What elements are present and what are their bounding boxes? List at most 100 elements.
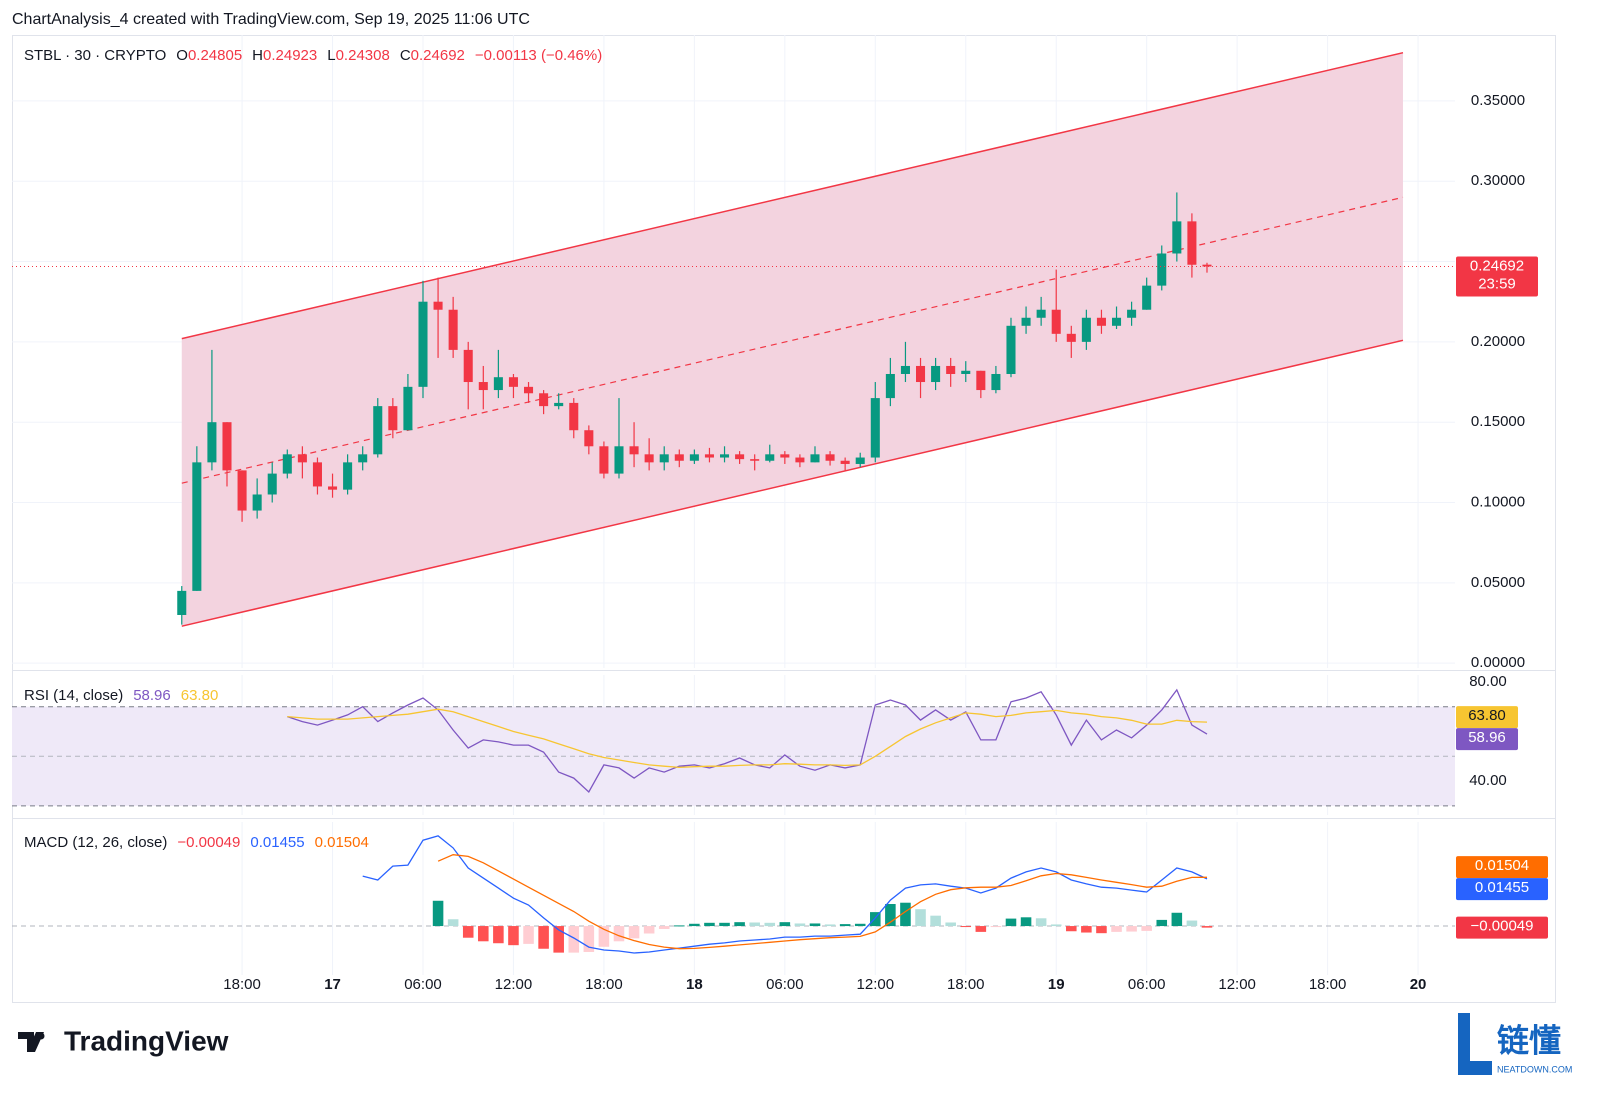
histogram-bar	[704, 922, 715, 927]
histogram-bar	[990, 926, 1002, 928]
y-tick-label: 0.30000	[1471, 172, 1525, 189]
x-tick-label: 06:00	[766, 976, 804, 993]
legend: MACD (12, 26, close) −0.00049 0.01455 0.015…	[24, 834, 369, 851]
brand: 链懂 NEATDOWN.COM	[1458, 1013, 1572, 1075]
histogram-bar	[598, 926, 610, 947]
ohlc-label: H	[252, 47, 263, 64]
histogram-bar	[1050, 924, 1062, 927]
indicator-line	[287, 708, 1208, 769]
candle-body	[810, 454, 820, 463]
candle-body	[629, 446, 639, 455]
channel-fill	[181, 52, 1403, 627]
candle-body	[599, 446, 609, 474]
candle-body	[991, 373, 1001, 391]
legend: STBL · 30 · CRYPTO O0.24805 H0.24923 L0.243…	[24, 47, 602, 64]
histogram-bar	[432, 900, 444, 927]
x-tick-label: 12:00	[1218, 976, 1256, 993]
candle-body	[825, 454, 835, 461]
histogram-bar	[854, 923, 866, 927]
candle-body	[885, 373, 895, 399]
candle-body	[493, 377, 503, 391]
legend-value: −0.00049	[177, 834, 240, 851]
candle-body	[1202, 264, 1212, 267]
histogram-bar	[538, 926, 549, 949]
histogram-bar	[1141, 926, 1152, 931]
legend-value: 0.01455	[250, 834, 304, 851]
brand-icon	[1458, 1013, 1492, 1075]
candle-body	[1021, 317, 1031, 326]
candle-body	[328, 486, 338, 490]
candle-body	[916, 365, 926, 383]
price-tag-label: 23:59	[1478, 275, 1516, 292]
x-tick-label: 12:00	[495, 976, 533, 993]
candle-body	[508, 377, 518, 387]
candle-body	[1006, 325, 1016, 374]
candle-body	[222, 422, 232, 471]
candle-body	[1187, 221, 1197, 265]
change-label: −0.00113 (−0.46%)	[475, 47, 602, 64]
candle-body	[312, 462, 322, 487]
histogram-bar	[1096, 926, 1107, 934]
x-tick-label: 19	[1048, 976, 1065, 993]
candle-body	[720, 454, 730, 458]
candle-body	[1096, 317, 1106, 326]
legend-value: 0.01504	[315, 834, 369, 851]
brand-text: 链懂	[1497, 1022, 1561, 1058]
histogram-bar	[779, 922, 791, 927]
histogram-bar	[794, 923, 806, 927]
price-tag-label: 0.01455	[1475, 879, 1529, 896]
histogram-bar	[930, 915, 941, 927]
histogram-bar	[1111, 926, 1122, 932]
candle-body	[388, 406, 398, 431]
histogram-bar	[689, 923, 700, 927]
channel-lower	[181, 339, 1404, 627]
chart-frame	[12, 35, 1556, 1003]
tradingview-logo: TradingView	[18, 1025, 229, 1056]
histogram-bar	[764, 922, 776, 927]
histogram-bar	[553, 926, 564, 953]
y-tick-label: 80.00	[1469, 673, 1507, 690]
candle-body	[433, 301, 443, 310]
y-tick-label: 0.00000	[1471, 654, 1525, 671]
price-tag	[1456, 856, 1548, 879]
histogram-bar	[749, 922, 760, 927]
histogram-bar	[447, 919, 459, 927]
candle-body	[659, 454, 669, 463]
page-header: ChartAnalysis_4 created with TradingView…	[12, 11, 530, 28]
candle-body	[207, 422, 217, 463]
histogram-bar	[1066, 926, 1077, 932]
candle-body	[282, 454, 292, 474]
y-tick-label: 0.20000	[1471, 333, 1525, 350]
logo-icon	[18, 1032, 44, 1052]
logo-icon	[37, 1032, 45, 1040]
histogram-bar	[915, 909, 926, 927]
histogram-bar	[674, 925, 685, 927]
candle-body	[1036, 309, 1046, 318]
candle-body	[1157, 253, 1167, 286]
histogram-bar	[975, 926, 987, 932]
candle-body	[855, 457, 865, 464]
candle-body	[870, 398, 880, 458]
histogram-bar	[1035, 918, 1047, 927]
channel-middle	[181, 196, 1404, 484]
x-tick-label: 20	[1410, 976, 1427, 993]
price-tag-label: 63.80	[1468, 707, 1506, 724]
pane	[12, 822, 1455, 975]
y-tick-label: 0.05000	[1471, 574, 1525, 591]
ohlc-value: 0.24692	[411, 47, 465, 64]
candle-body	[1066, 333, 1076, 342]
candle-body	[795, 457, 805, 463]
price-tag-label: 58.96	[1468, 729, 1506, 746]
histogram-bar	[613, 926, 625, 942]
ohlc-value: 0.24308	[336, 47, 390, 64]
candle-body	[463, 349, 473, 383]
candle-body	[946, 365, 956, 374]
candle-body	[1112, 317, 1122, 326]
histogram-bar	[493, 926, 504, 944]
legend-value: 63.80	[181, 687, 219, 704]
legend-title: STBL · 30 · CRYPTO	[24, 47, 166, 64]
price-tag	[1456, 916, 1548, 939]
histogram-bar	[1201, 926, 1213, 928]
histogram-bar	[568, 926, 580, 953]
candle-body	[539, 393, 549, 407]
